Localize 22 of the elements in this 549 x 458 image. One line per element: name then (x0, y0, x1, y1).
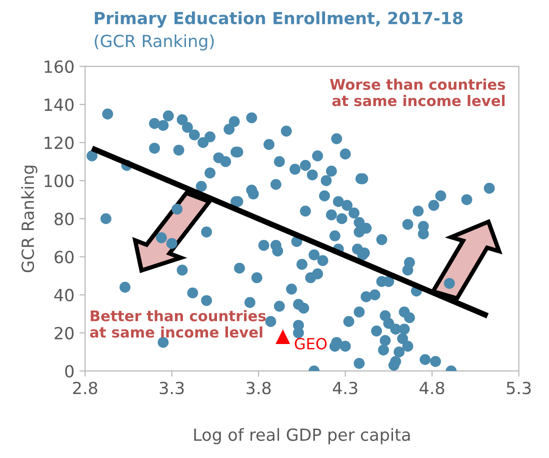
y-tick-label: 80 (54, 212, 74, 226)
y-tick-label: 20 (54, 326, 74, 340)
chart-subtitle: (GCR Ranking) (94, 34, 214, 50)
x-tick-label: 5.3 (506, 382, 531, 394)
y-tick-label: 120 (44, 136, 74, 150)
annotation: Worse than countries at same income level (330, 78, 506, 106)
x-tick-label: 3.3 (160, 382, 184, 394)
x-tick-label: 3.8 (246, 382, 271, 394)
x-tick-label: 4.8 (420, 382, 444, 394)
y-tick-label: 40 (54, 288, 74, 302)
x-tick-label: 4.3 (332, 382, 358, 394)
annotation: Better than countries at same income level (90, 310, 266, 338)
y-tick-label: 60 (54, 250, 74, 264)
x-axis-title: Log of real GDP per capita (194, 428, 410, 444)
y-tick-label: 140 (44, 98, 74, 112)
chart-title: Primary Education Enrollment, 2017-18 (94, 11, 463, 28)
y-tick-label: 100 (44, 174, 74, 188)
x-tick-label: 2.8 (73, 382, 98, 394)
y-axis-title: GCR Ranking (21, 166, 38, 272)
series-label: GEO (294, 338, 327, 350)
y-tick-label: 0 (65, 364, 74, 378)
y-tick-label: 160 (44, 60, 74, 73)
